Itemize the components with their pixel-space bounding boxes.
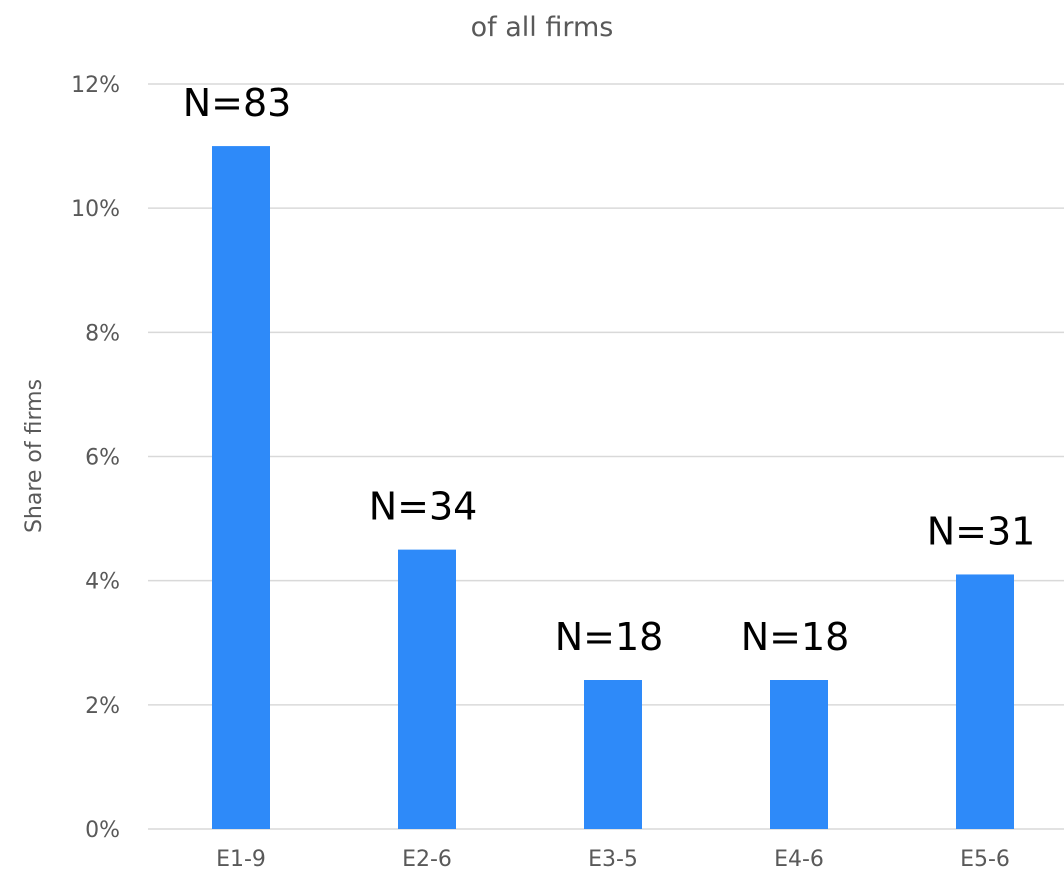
x-tick-label: E2-6 xyxy=(402,847,452,872)
data-label: N=18 xyxy=(555,615,664,659)
y-tick-label: 10% xyxy=(71,197,120,222)
y-tick-label: 0% xyxy=(85,818,120,843)
y-axis-title: Share of firms xyxy=(22,379,47,533)
data-label: N=31 xyxy=(927,509,1036,553)
x-tick-label: E3-5 xyxy=(588,847,638,872)
bars xyxy=(212,146,1014,830)
x-tick-label: E5-6 xyxy=(960,847,1010,872)
bar xyxy=(770,680,828,829)
data-labels: N=83 N=34 N=18 N=18 N=31 xyxy=(183,81,1036,659)
x-tick-label: E4-6 xyxy=(774,847,824,872)
bar xyxy=(584,680,642,829)
data-label: N=18 xyxy=(741,615,850,659)
gridlines xyxy=(148,83,1064,830)
y-tick-label: 4% xyxy=(85,570,120,595)
data-label: N=34 xyxy=(369,485,478,529)
data-label: N=83 xyxy=(183,81,292,125)
y-tick-label: 12% xyxy=(71,73,120,98)
y-tick-label: 8% xyxy=(85,321,120,346)
x-tick-label: E1-9 xyxy=(216,847,266,872)
bar xyxy=(398,549,456,829)
chart-title: of all firms xyxy=(471,12,614,43)
x-axis-ticks: E1-9 E2-6 E3-5 E4-6 E5-6 xyxy=(216,847,1010,872)
y-tick-label: 2% xyxy=(85,694,120,719)
y-axis-ticks: 0% 2% 4% 6% 8% 10% 12% xyxy=(71,73,120,843)
bar xyxy=(956,574,1014,829)
y-tick-label: 6% xyxy=(85,446,120,471)
bar xyxy=(212,146,270,830)
